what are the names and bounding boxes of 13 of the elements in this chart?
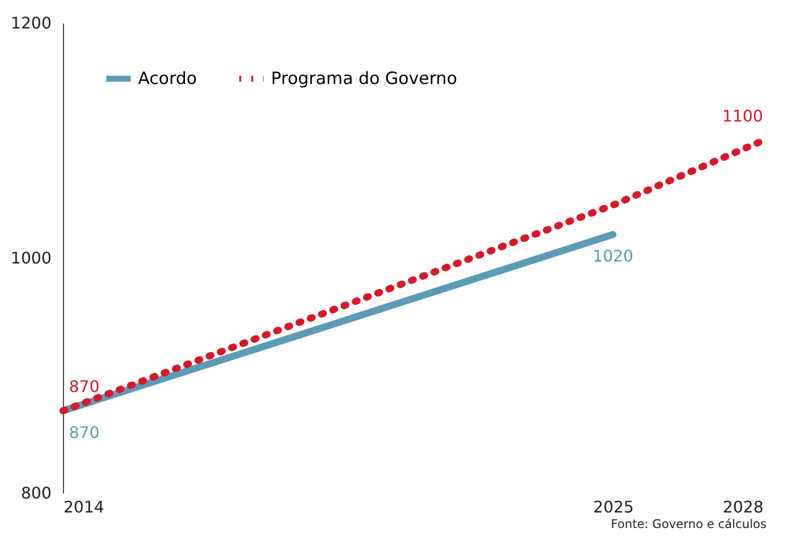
legend-label: Acordo — [138, 68, 197, 89]
data-label: 1020 — [592, 246, 634, 266]
y-tick-label: 1200 — [10, 14, 52, 32]
legend-label: Programa do Governo — [271, 68, 458, 89]
x-tick-label: 2025 — [593, 498, 634, 516]
x-tick-label: 2028 — [722, 498, 764, 516]
data-label: 1100 — [722, 106, 763, 126]
data-label: 870 — [69, 422, 100, 442]
source-note: Fonte: Governo e cálculos — [610, 517, 766, 531]
y-tick-label: 800 — [20, 484, 52, 502]
x-tick-label: 2014 — [64, 498, 104, 516]
y-tick-label: 1000 — [10, 248, 52, 268]
data-label: 870 — [69, 376, 100, 396]
